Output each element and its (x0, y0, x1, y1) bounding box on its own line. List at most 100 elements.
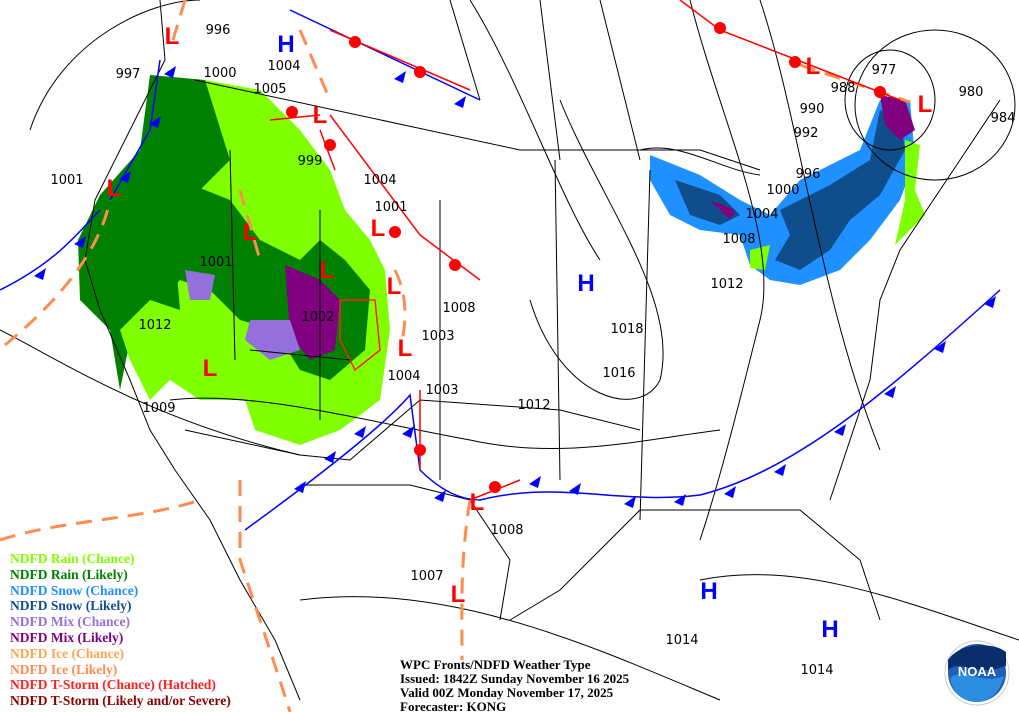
cold-front-triangle (164, 66, 176, 78)
isobar-label: 1018 (610, 322, 643, 337)
isobar-label: 1003 (421, 329, 454, 344)
isobar-label: 1014 (800, 663, 833, 678)
noaa-logo: NOAA (944, 640, 1010, 706)
snow-chance-east (650, 100, 915, 285)
warm-front-semicircle (324, 139, 336, 151)
cold-front-triangle (624, 496, 636, 508)
low-pressure-center: L (203, 355, 218, 382)
low-pressure-center: L (371, 215, 386, 242)
legend-item: NDFD Ice (Likely) (10, 661, 118, 677)
isobar-label: 1004 (745, 207, 778, 222)
cold-front-triangle (34, 268, 46, 280)
mix-chance-west (185, 270, 300, 360)
isobar-label: 1012 (710, 277, 743, 292)
isobar-label: 1008 (490, 523, 523, 538)
warm-front-semicircle (874, 86, 886, 98)
legend-item: NDFD Mix (Chance) (10, 614, 130, 630)
warm-front-semicircle (286, 106, 298, 118)
low-pressure-center: L (107, 175, 122, 202)
isobar-label: 1007 (410, 569, 443, 584)
cold-front-barbs (34, 66, 996, 508)
isobar-label: 1000 (203, 66, 236, 81)
isobar-label: 996 (206, 23, 231, 38)
low-pressure-center: L (313, 102, 328, 129)
isobar-label: 988 (831, 81, 856, 96)
warm-front-semicircle (414, 66, 426, 78)
cold-front-triangle (324, 451, 336, 463)
isobar-label: 999 (298, 154, 323, 169)
isobar-label: 1009 (142, 401, 175, 416)
isobar-label: 996 (796, 167, 821, 182)
valid-time: Valid 00Z Monday November 17, 2025 (400, 685, 614, 700)
isobar-label: 990 (800, 102, 825, 117)
legend-item: NDFD Snow (Likely) (10, 598, 132, 614)
low-pressure-center: L (243, 219, 258, 246)
legend: NDFD Rain (Chance) NDFD Rain (Likely) NDFD… (10, 551, 231, 709)
isobar-label: 1002 (301, 310, 334, 325)
cold-front-triangle (724, 486, 736, 498)
legend-item: NDFD T-Storm (Likely and/or Severe) (10, 693, 231, 709)
title-block: WPC Fronts/NDFD Weather Type Issued: 184… (400, 658, 629, 712)
issued-time: Issued: 1842Z Sunday November 16 2025 (400, 671, 630, 686)
isobar-label: 1014 (665, 633, 698, 648)
cold-front-triangle (119, 171, 131, 183)
low-pressure-center: L (451, 581, 466, 608)
warm-front-semicircle (389, 226, 401, 238)
cold-front-triangle (354, 426, 366, 438)
isobar-label: 1004 (363, 173, 396, 188)
cold-front-triangle (74, 236, 86, 248)
cold-front-triangle (434, 490, 446, 502)
low-pressure-center: L (320, 257, 335, 284)
isobar-label: 1000 (766, 183, 799, 198)
snow-likely-east (675, 110, 905, 270)
low-pressure-center: L (470, 489, 485, 516)
legend-item: NDFD Mix (Likely) (10, 629, 124, 645)
warm-front-bumps (286, 22, 886, 493)
pressure-centers: L L L L L L L L L L L L L H H H H (107, 23, 933, 643)
legend-item: NDFD Ice (Chance) (10, 645, 124, 661)
isobar-label: 992 (794, 126, 819, 141)
isobar-label: 1001 (50, 173, 83, 188)
cold-front-triangle (454, 96, 466, 108)
troughs (0, 0, 911, 712)
warm-front-semicircle (414, 444, 426, 456)
isobar-label: 997 (116, 67, 141, 82)
cold-front-triangle (934, 341, 946, 353)
low-pressure-center: L (165, 23, 180, 50)
legend-item: NDFD Rain (Likely) (10, 566, 128, 582)
cold-front-triangle (774, 464, 786, 476)
rain-chance-east (750, 140, 925, 270)
cold-front-triangle (394, 71, 406, 83)
noaa-logo-text: NOAA (958, 664, 997, 679)
cold-front-triangle (834, 424, 846, 436)
isobar-label: 1004 (387, 369, 420, 384)
cold-front-triangle (569, 483, 581, 495)
cold-front-triangle (984, 296, 996, 308)
high-pressure-center: H (700, 578, 717, 605)
isobar-label: 984 (991, 111, 1016, 126)
isobar-label: 1003 (425, 383, 458, 398)
tstorm-chance-west (339, 299, 381, 372)
warm-front-semicircle (489, 481, 501, 493)
warm-front-semicircle (449, 259, 461, 271)
low-pressure-center: L (918, 91, 933, 118)
precip-areas (78, 75, 925, 445)
low-pressure-center: L (806, 53, 821, 80)
mix-likely-east (710, 95, 915, 220)
isobar-labels: 996 997 1000 1004 1005 999 1001 1004 1001 1001 101… (50, 23, 1015, 678)
isobar-label: 1008 (722, 232, 755, 247)
cold-front-triangle (402, 426, 414, 438)
cold-front-triangle (529, 476, 541, 488)
map-title: WPC Fronts/NDFD Weather Type (400, 657, 591, 672)
warm-front-semicircle (714, 22, 726, 34)
high-pressure-center: H (821, 616, 838, 643)
legend-item: NDFD T-Storm (Chance) (Hatched) (10, 677, 216, 693)
isobar-label: 1001 (199, 255, 232, 270)
cold-front-triangle (294, 481, 306, 493)
high-pressure-center: H (577, 270, 594, 297)
legend-item: NDFD Rain (Chance) (10, 551, 135, 566)
cold-front-triangle (674, 494, 686, 506)
